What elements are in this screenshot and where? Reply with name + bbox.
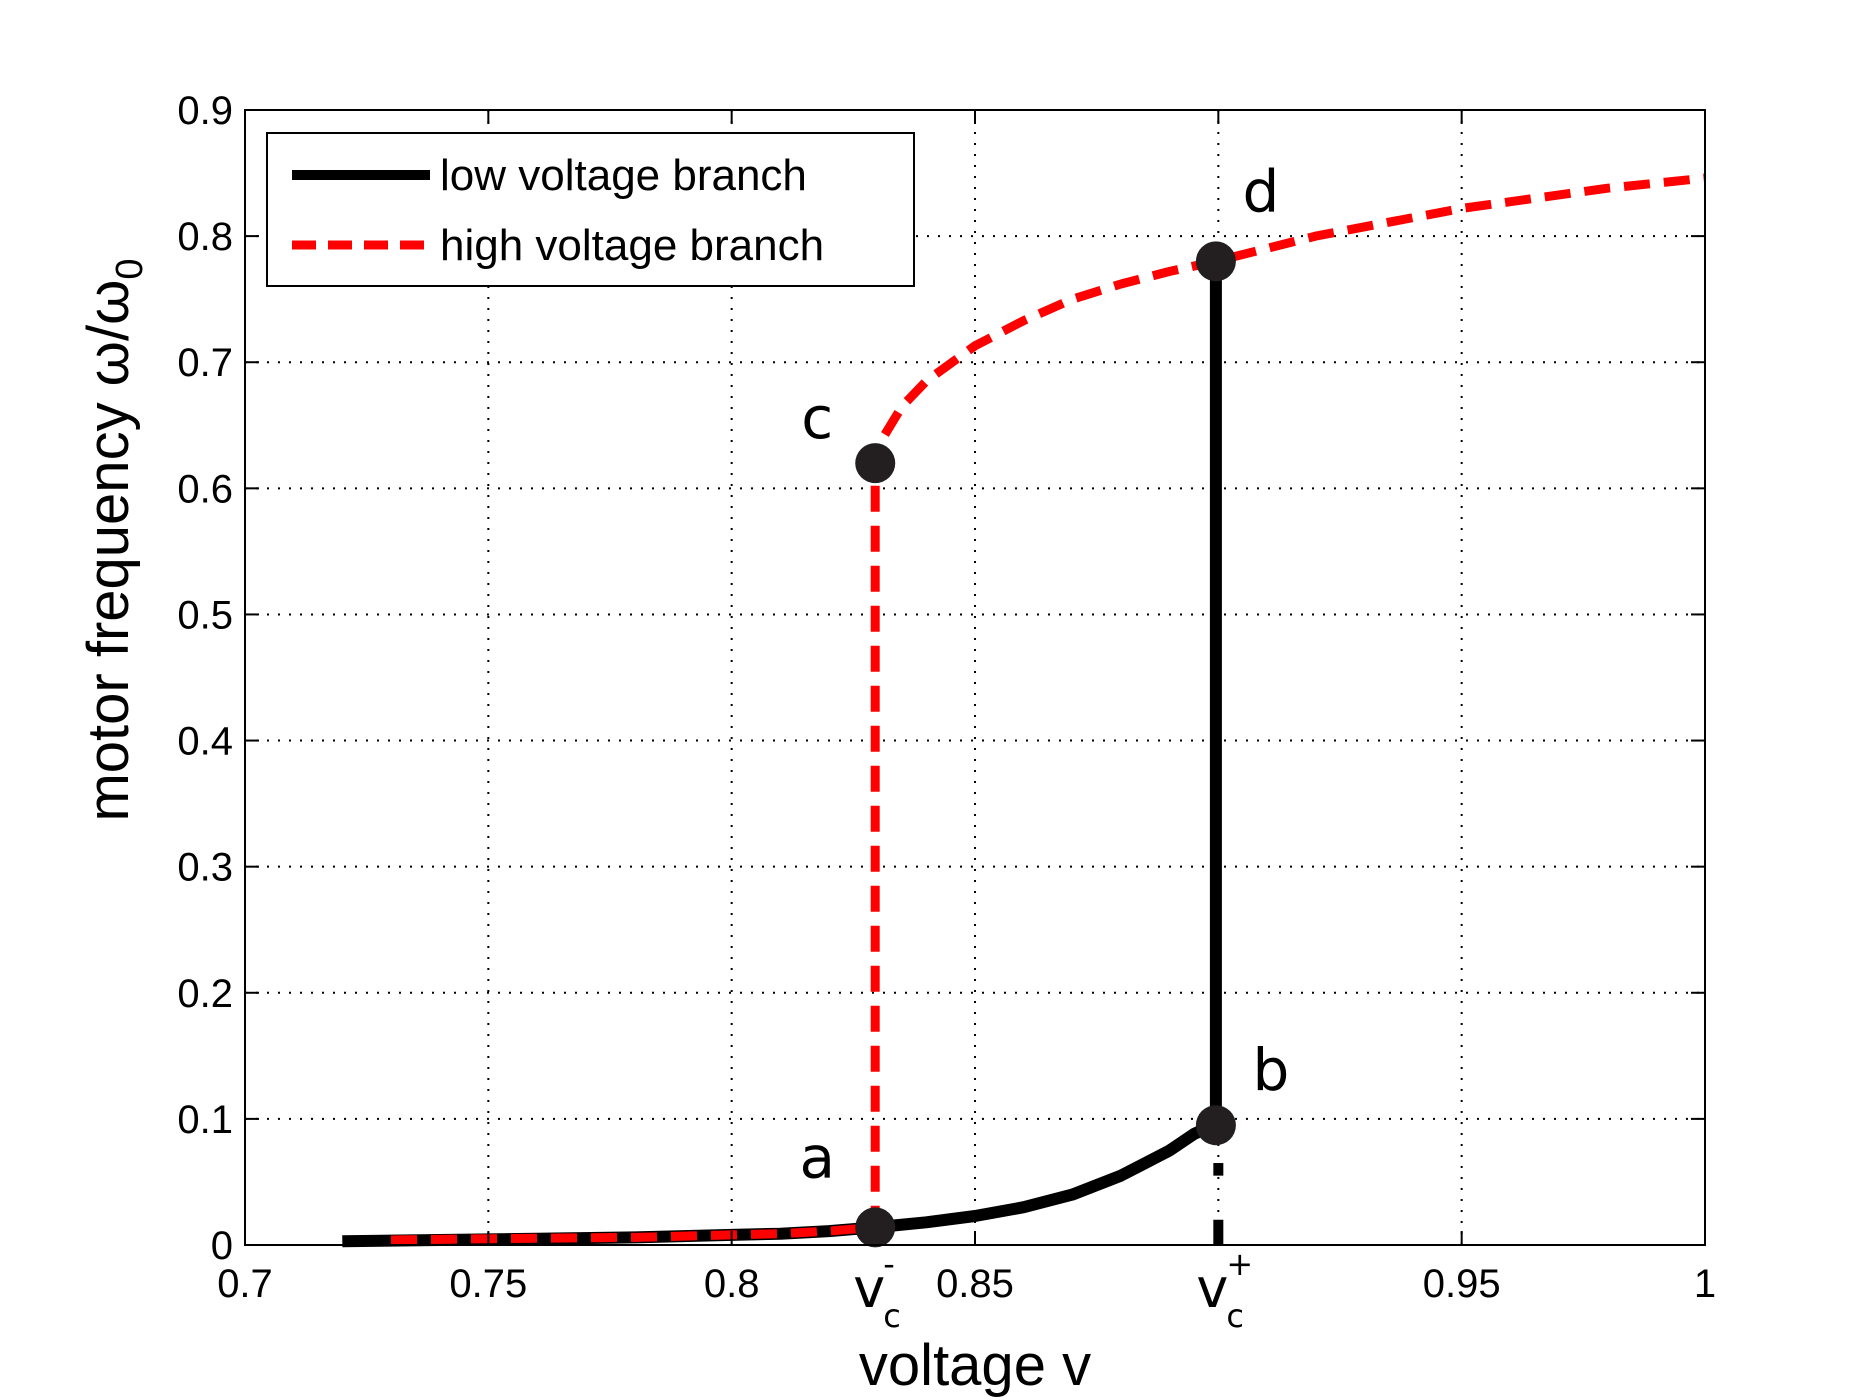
critical-voltage-labels: vc-vc+ bbox=[839, 1245, 1259, 1335]
point-marker-a bbox=[855, 1207, 896, 1248]
y-tick-label: 0.8 bbox=[177, 215, 233, 259]
y-tick-label: 0.7 bbox=[177, 341, 233, 385]
point-label-b: b bbox=[1252, 1036, 1289, 1104]
axis-ticks bbox=[244, 109, 1706, 1246]
critical-voltage-subscript: c bbox=[1226, 1297, 1244, 1335]
y-tick-label: 0.3 bbox=[177, 846, 233, 890]
legend-entry-label: low voltage branch bbox=[440, 151, 807, 200]
legend: low voltage branch high voltage branch bbox=[266, 132, 915, 287]
series-layer bbox=[342, 173, 1706, 1248]
y-tick-label: 0.2 bbox=[177, 972, 233, 1016]
x-tick-label: 0.8 bbox=[704, 1262, 760, 1306]
point-label-d: d bbox=[1242, 157, 1279, 225]
x-tick-label: 0.75 bbox=[449, 1262, 527, 1306]
x-tick-label: 0.85 bbox=[936, 1262, 1014, 1306]
x-axis-title: voltage v bbox=[859, 1333, 1091, 1398]
y-axis-title-subscript: 0 bbox=[109, 258, 151, 279]
critical-label-backdrop bbox=[1182, 1255, 1259, 1335]
x-tick-label: 1 bbox=[1694, 1262, 1716, 1306]
marked-points: a b c d bbox=[799, 157, 1289, 1248]
y-tick-label: 0.5 bbox=[177, 593, 233, 637]
legend-box bbox=[266, 132, 915, 287]
point-marker-d bbox=[1195, 241, 1236, 282]
series-line-low-voltage bbox=[342, 261, 1222, 1248]
y-tick-label: 0.1 bbox=[177, 1098, 233, 1142]
point-marker-b bbox=[1195, 1105, 1236, 1146]
series-line-high-voltage bbox=[390, 173, 1706, 1245]
critical-voltage-plus: v bbox=[1196, 1257, 1228, 1320]
y-axis-title-main: motor frequency ω/ω bbox=[76, 280, 141, 822]
x-tick-label: 0.95 bbox=[1423, 1262, 1501, 1306]
critical-voltage-minus: v bbox=[853, 1257, 885, 1320]
y-tick-label: 0.4 bbox=[177, 720, 233, 764]
x-tick-label: 0.7 bbox=[217, 1262, 273, 1306]
y-tick-label: 0.6 bbox=[177, 467, 233, 511]
y-tick-label: 0 bbox=[211, 1224, 233, 1268]
point-label-a: a bbox=[799, 1123, 835, 1191]
y-tick-label: 0.9 bbox=[177, 89, 233, 133]
point-marker-c bbox=[855, 443, 896, 484]
y-axis-title: motor frequency ω/ω0 bbox=[76, 258, 151, 821]
critical-voltage-subscript: c bbox=[883, 1297, 901, 1335]
critical-voltage-superscript: - bbox=[883, 1245, 895, 1283]
point-label-c: c bbox=[801, 384, 833, 452]
critical-label-backdrop bbox=[839, 1255, 916, 1335]
tick-labels: 0.7 0.75 0.8 0.85 0.95 1 0 0.1 0.2 0.3 0.4 0.5 0.6 0.… bbox=[177, 89, 1716, 1306]
legend-entry-label: high voltage branch bbox=[440, 221, 824, 270]
critical-voltage-superscript: + bbox=[1226, 1245, 1253, 1283]
